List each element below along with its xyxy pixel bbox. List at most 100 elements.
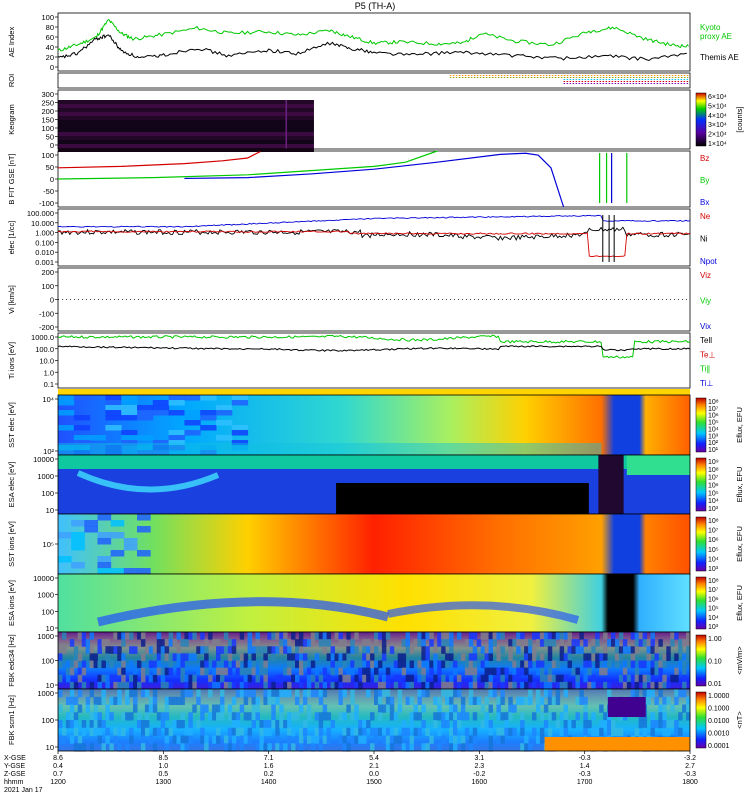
roi-mark xyxy=(677,83,680,84)
roi-mark xyxy=(635,79,638,80)
velocity-tick-label: 100 xyxy=(41,282,54,291)
roi-mark xyxy=(590,81,593,82)
density-tick-label: 0.100 xyxy=(35,238,54,247)
roi-mark xyxy=(614,77,617,78)
roi-mark xyxy=(485,77,488,78)
sst_elec-cell xyxy=(58,445,75,451)
ae-series-1 xyxy=(57,34,687,62)
sst_elec-cell xyxy=(168,430,185,436)
sst_ions-cell xyxy=(58,532,72,539)
esa_elec-tick-label: 1000 xyxy=(37,472,54,481)
roi-mark xyxy=(611,79,614,80)
roi-mark xyxy=(656,75,659,76)
esa_ions-tick-label: 100 xyxy=(41,607,54,616)
roi-mark xyxy=(608,77,611,78)
esa_elec-colorbar xyxy=(695,457,707,512)
roi-mark xyxy=(482,77,485,78)
roi-mark xyxy=(575,75,578,76)
sst_elec-cell xyxy=(152,410,170,416)
xaxis-tick-label: 3.1 xyxy=(474,755,484,762)
fbk_edc-colorbar-tick: 1.00 xyxy=(708,636,722,643)
sst_elec-ylabel: SST elec [eV] xyxy=(7,402,16,448)
ae-ylabel: AE Index xyxy=(7,27,16,58)
roi-mark xyxy=(671,75,674,76)
keogram-row xyxy=(58,112,314,116)
roi-mark xyxy=(452,77,455,78)
roi-mark xyxy=(596,83,599,84)
velocity-tick-label: 200 xyxy=(41,268,54,277)
roi-mark xyxy=(677,75,680,76)
roi-mark xyxy=(491,77,494,78)
xaxis-tick-label: 2.1 xyxy=(369,763,379,770)
roi-mark xyxy=(653,75,656,76)
bfield-tick-label: 50 xyxy=(46,163,54,172)
roi-mark xyxy=(482,75,485,76)
roi-mark xyxy=(650,75,653,76)
roi-mark xyxy=(572,83,575,84)
ae-legend-kyoto: Kyoto xyxy=(700,23,721,32)
sst_elec-cell xyxy=(105,405,122,411)
roi-mark xyxy=(479,77,482,78)
roi-mark xyxy=(566,83,569,84)
roi-mark xyxy=(608,75,611,76)
temperature-legend: Ti∥ xyxy=(700,365,710,374)
density-tick-label: 1.000 xyxy=(35,229,54,238)
xaxis-row-label: Y-GSE xyxy=(4,763,25,770)
roi-mark xyxy=(578,83,581,84)
keogram-tick-label: 0 xyxy=(50,141,54,150)
xaxis-tick-label: 0.7 xyxy=(53,771,63,778)
sst_ions-cell xyxy=(84,526,98,533)
xaxis-tick-label: 1300 xyxy=(156,779,172,786)
bfield-tick-label: -50 xyxy=(43,187,54,196)
roi-mark xyxy=(593,81,596,82)
roi-mark xyxy=(644,77,647,78)
esa_ions-tick-label: 10000 xyxy=(33,574,54,583)
sst_ions-cell xyxy=(110,532,125,539)
fbk_scm-colorbar xyxy=(695,691,707,749)
keogram-colorbar-tick: 6×10⁴ xyxy=(708,94,727,101)
sst_elec-cell xyxy=(231,440,249,446)
roi-mark xyxy=(548,75,551,76)
xaxis-tick-label: 1200 xyxy=(50,779,66,786)
roi-mark xyxy=(593,79,596,80)
fbk_edc-colorbar-tick: 0.10 xyxy=(708,659,722,666)
velocity-ylabel: Vi [km/s] xyxy=(7,285,16,314)
bfield-legend: Bx xyxy=(700,198,709,207)
sst_elec-cell xyxy=(105,425,122,431)
roi-mark xyxy=(665,81,668,82)
xaxis-row-label: X-GSE xyxy=(4,755,26,762)
roi-mark xyxy=(542,75,545,76)
roi-mark xyxy=(674,83,677,84)
sst_elec-cell xyxy=(137,450,154,456)
xaxis-row-label: Z-GSE xyxy=(4,771,26,778)
roi-mark xyxy=(566,75,569,76)
roi-mark xyxy=(644,83,647,84)
xaxis-tick-label: -3.2 xyxy=(684,755,696,762)
roi-mark xyxy=(587,77,590,78)
roi-mark xyxy=(509,75,512,76)
esa_ions-tick-label: 10 xyxy=(46,624,54,633)
roi-mark xyxy=(605,81,608,82)
roi-mark xyxy=(455,77,458,78)
sst_elec-cell xyxy=(152,450,170,456)
sst_elec-cell xyxy=(152,405,170,411)
bfield-series-Bz xyxy=(57,151,261,169)
roi-mark xyxy=(449,77,452,78)
roi-mark xyxy=(659,75,662,76)
roi-mark xyxy=(665,79,668,80)
density-ylabel: elec [1/cc] xyxy=(7,221,16,255)
roi-mark xyxy=(581,81,584,82)
sst_elec-colorbar-tick: 10⁸ xyxy=(708,399,719,406)
roi-mark xyxy=(491,75,494,76)
roi-mark xyxy=(566,81,569,82)
roi-mark xyxy=(542,77,545,78)
roi-mark xyxy=(632,77,635,78)
sst_ions-cell xyxy=(71,520,85,527)
keogram-row xyxy=(58,144,314,148)
sst_elec-cell xyxy=(231,445,249,451)
fbk_scm-colorbar-tick: 0.1000 xyxy=(708,706,730,713)
roi-mark xyxy=(647,79,650,80)
sst_ions-colorbar-tick: 10⁶ xyxy=(708,537,719,544)
roi-mark xyxy=(650,83,653,84)
roi-mark xyxy=(662,79,665,80)
